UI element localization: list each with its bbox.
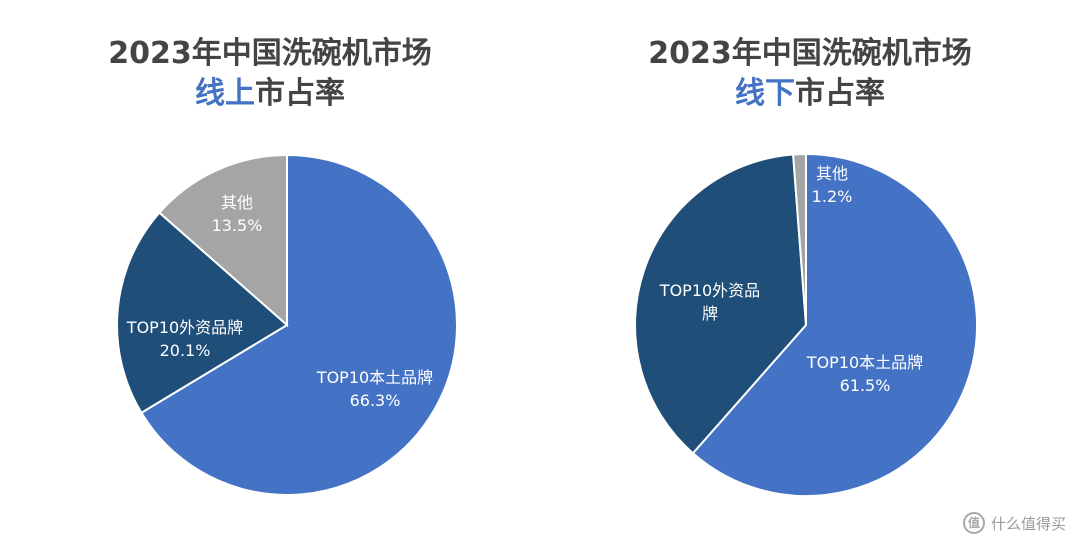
chart-subtitle-rest: 市占率 <box>795 76 885 111</box>
chart-title: 2023年中国洗碗机市场 <box>648 36 972 71</box>
pie-slice-0 <box>691 152 978 497</box>
chart-subtitle-rest: 市占率 <box>255 76 345 111</box>
offline-pie: TOP10本土品牌 61.5% TOP10外资品牌 其他 1.2% <box>634 152 978 497</box>
site-watermark: 值 什么值得买 <box>962 512 1066 534</box>
pie-slice-1 <box>634 153 808 455</box>
chart-title: 2023年中国洗碗机市场 <box>108 36 432 71</box>
offline-share-chart: 2023年中国洗碗机市场 线下市占率 TOP10本土品牌 61.5% TOP10外资… <box>540 0 1080 544</box>
slice-label-0: TOP10本土品牌 61.5% <box>806 353 923 395</box>
pie-slice-2 <box>792 152 807 326</box>
slice-label-2: 其他 1.2% <box>812 164 853 206</box>
pie-slice-1 <box>116 211 289 415</box>
online-pie: TOP10本土品牌 66.3% TOP10外资品牌 20.1% 其他 13.5% <box>116 153 458 496</box>
slice-label-2: 其他 13.5% <box>212 193 263 235</box>
watermark-text: 什么值得买 <box>990 514 1066 533</box>
chart-subtitle: 线上市占率 <box>0 76 540 112</box>
online-share-chart: 2023年中国洗碗机市场 线上市占率 TOP10本土品牌 66.3% TOP10外资… <box>0 36 540 496</box>
chart-subtitle-accent: 线上 <box>195 76 255 111</box>
brand-logo-icon: 值 <box>962 512 985 534</box>
pie-slice-2 <box>157 153 288 328</box>
chart-subtitle: 线下市占率 <box>540 76 1080 112</box>
pie-slice-0 <box>140 153 458 496</box>
chart-subtitle-accent: 线下 <box>735 76 795 111</box>
slice-label-1: TOP10外资品牌 20.1% <box>126 318 243 360</box>
slice-label-0: TOP10本土品牌 66.3% <box>316 368 433 410</box>
slice-label-1: TOP10外资品牌 <box>659 281 760 323</box>
